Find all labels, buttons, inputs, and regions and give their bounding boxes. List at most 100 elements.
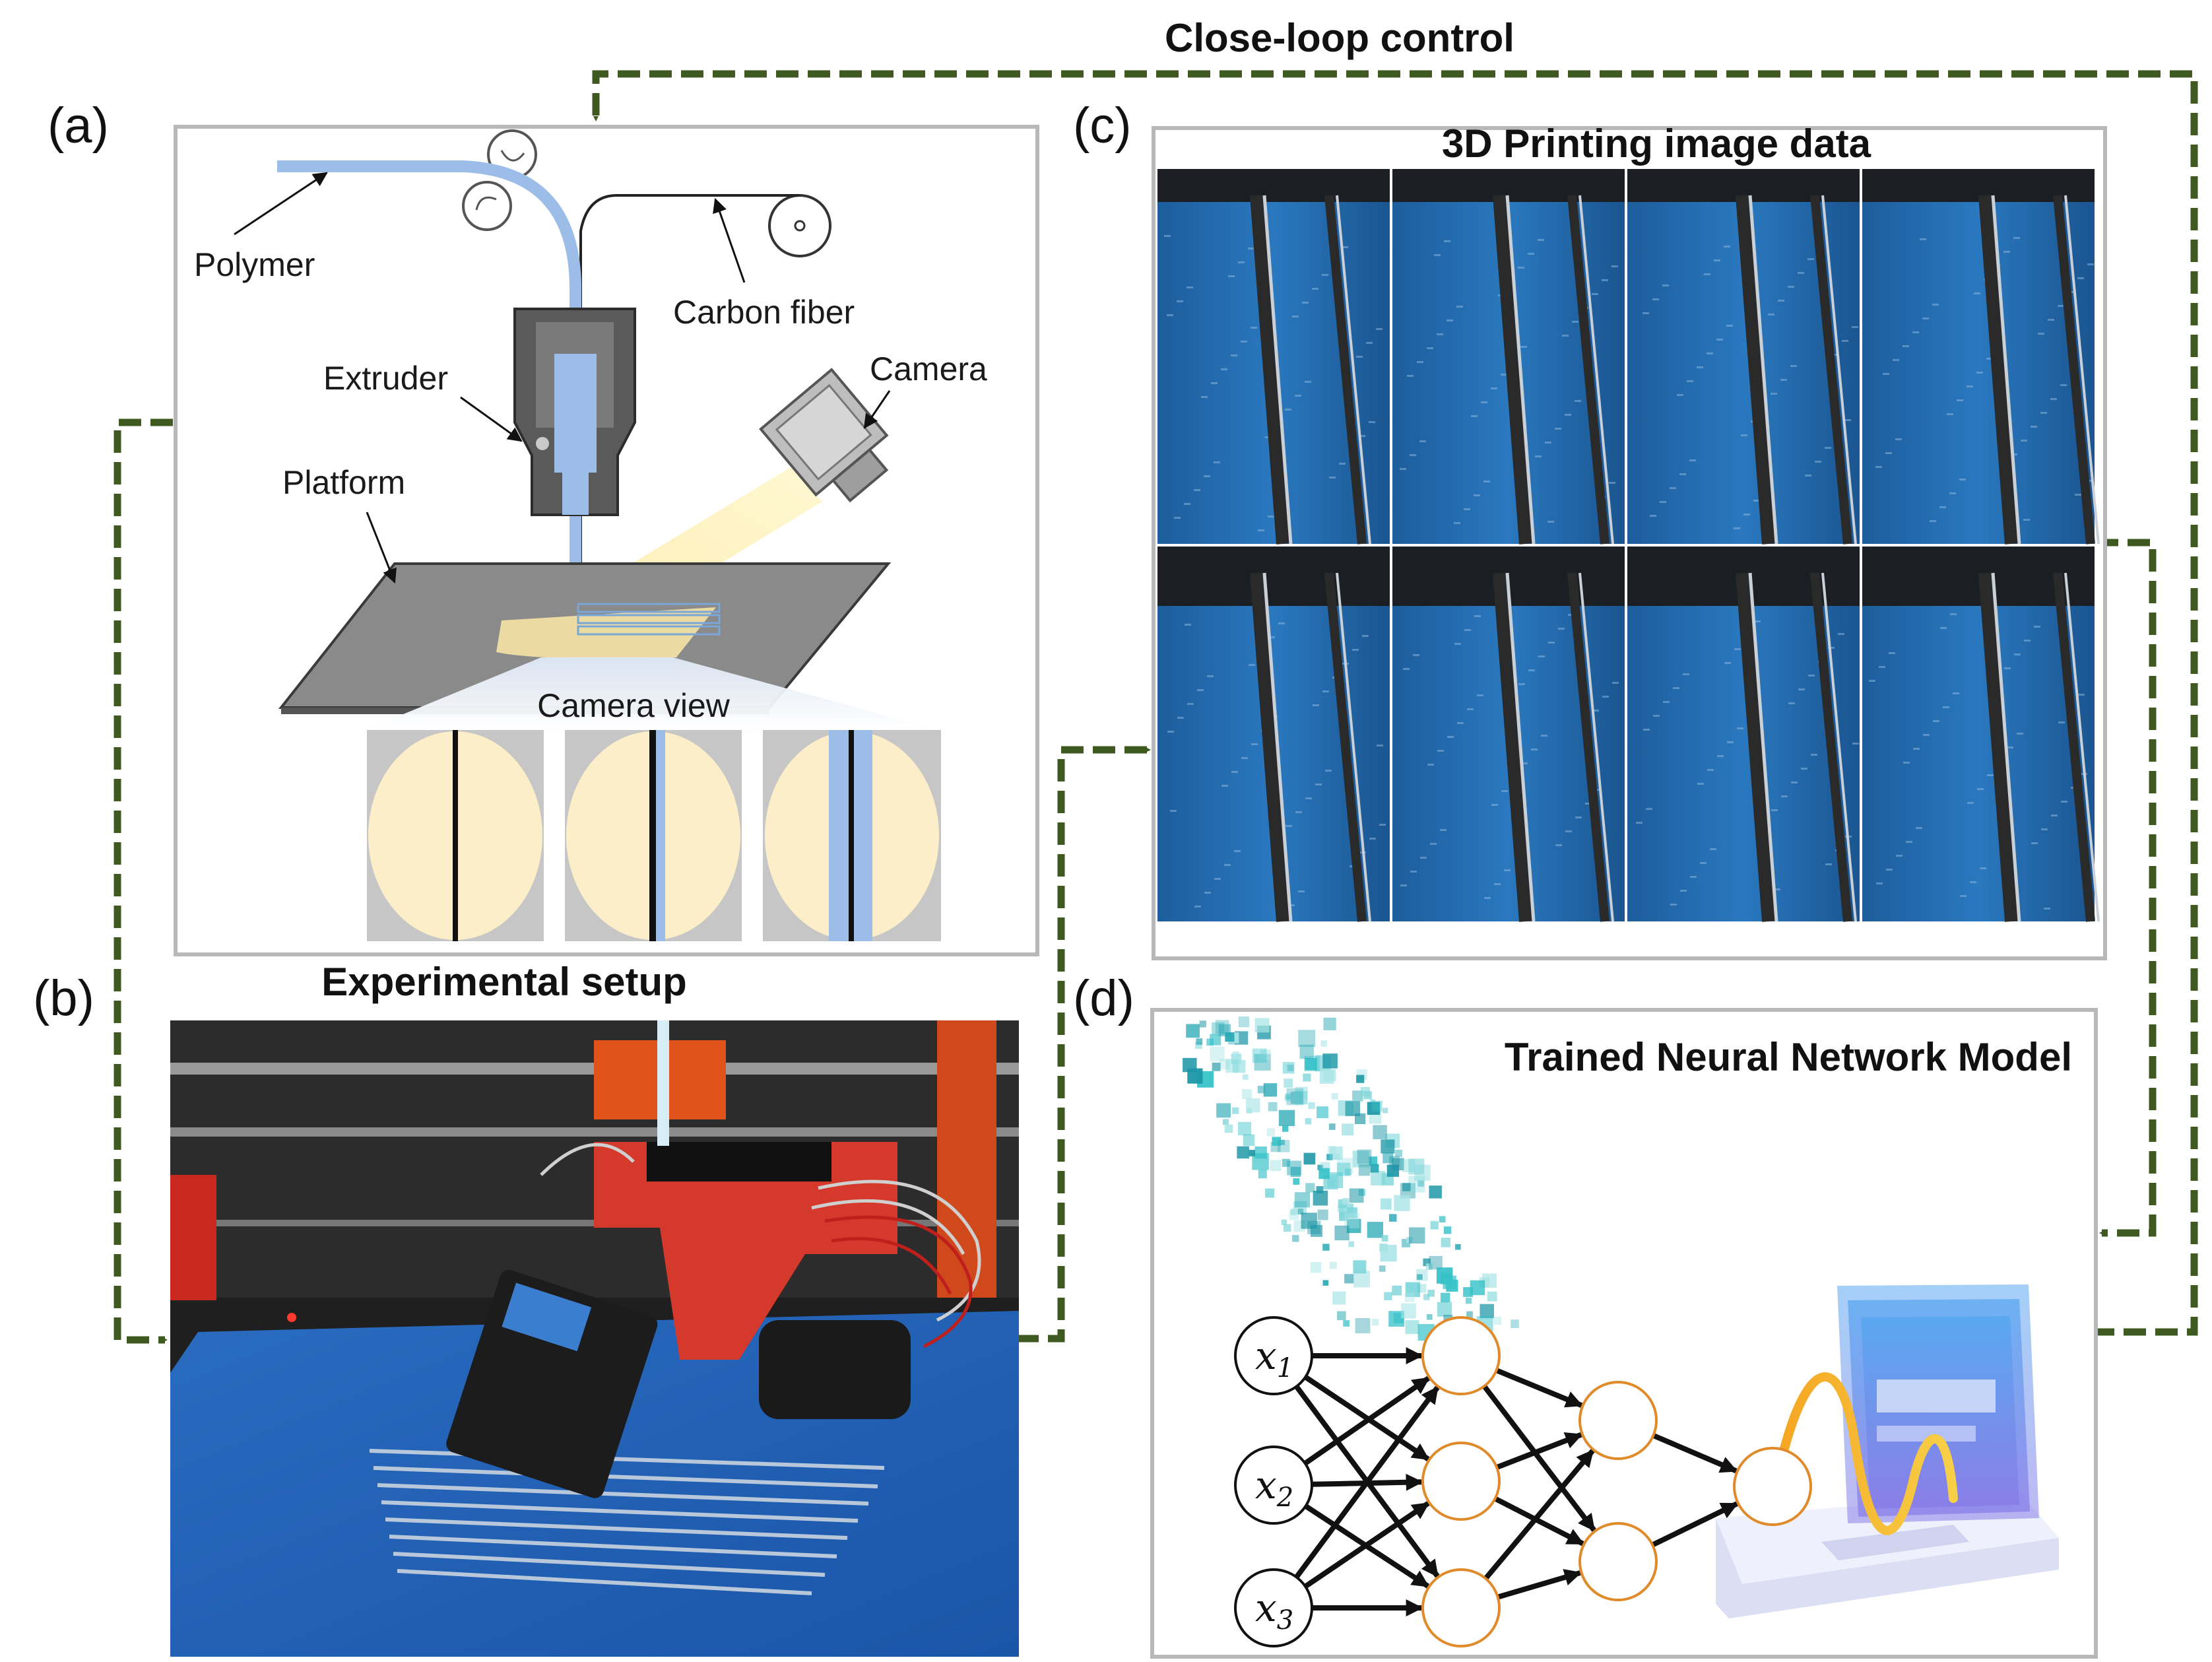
data-particle: [1355, 1318, 1371, 1333]
print-image: [1627, 547, 1860, 922]
data-particle: [1336, 1162, 1351, 1176]
nn-connection: [1481, 1384, 1596, 1532]
data-particle: [1437, 1302, 1452, 1317]
panel-d-letter: (d): [1073, 970, 1134, 1026]
experimental-setup-photo: [170, 1020, 1019, 1657]
data-particle: [1215, 1020, 1229, 1034]
loop-arrow-top: [592, 70, 2198, 1336]
carbon-fiber-line: [579, 194, 800, 581]
data-particle: [1216, 1103, 1231, 1118]
data-particle: [1195, 1042, 1202, 1049]
data-particle: [1404, 1292, 1415, 1302]
data-particle: [1243, 1074, 1249, 1080]
wave-curve: [1777, 1372, 1958, 1535]
data-particle: [1320, 1040, 1327, 1047]
neural-network: [1234, 1316, 1812, 1647]
data-particle: [1402, 1159, 1415, 1172]
data-particle: [1305, 1118, 1312, 1125]
data-particle: [1342, 1123, 1354, 1136]
data-particle: [1332, 1291, 1346, 1305]
data-particle: [1232, 1059, 1246, 1073]
data-particle: [1417, 1274, 1423, 1280]
data-particle: [1260, 1049, 1271, 1060]
data-particle: [1408, 1158, 1425, 1175]
nn-input-node: [1234, 1568, 1313, 1647]
data-particle: [1323, 1017, 1336, 1030]
data-particle: [1237, 1121, 1252, 1136]
data-particle: [1353, 1271, 1371, 1288]
data-particle: [1243, 1134, 1255, 1147]
data-particle: [1373, 1125, 1387, 1139]
data-particle: [1380, 1198, 1392, 1210]
data-particle: [1389, 1156, 1400, 1167]
loop-arrow-b-to-c: [1016, 746, 1151, 1343]
data-particle: [1254, 1146, 1267, 1159]
nn-connection: [1294, 1385, 1440, 1579]
nn-connection: [1483, 1449, 1595, 1581]
data-particle: [1425, 1263, 1433, 1270]
data-particle: [1237, 1146, 1249, 1159]
data-particle: [1441, 1292, 1450, 1303]
data-particle: [1327, 1145, 1336, 1154]
nn-hidden-node: [1421, 1568, 1501, 1647]
data-particle: [1292, 1235, 1299, 1242]
data-particle: [1470, 1280, 1485, 1296]
data-particle: [1301, 1213, 1317, 1229]
data-particle: [1247, 1108, 1252, 1114]
data-particle: [1455, 1244, 1461, 1250]
data-particle: [1371, 1319, 1379, 1326]
data-particle: [1308, 1102, 1315, 1110]
data-particle: [1405, 1320, 1419, 1335]
data-particle: [1405, 1282, 1421, 1297]
data-particle: [1388, 1311, 1405, 1327]
data-particle: [1394, 1195, 1410, 1211]
label-extruder: Extruder: [323, 360, 448, 397]
camera-pointer: [863, 390, 891, 429]
data-particle: [1254, 1018, 1270, 1033]
data-particle: [1329, 1261, 1337, 1269]
laptop-illustration: [1716, 1284, 2059, 1618]
nn-connection: [1495, 1368, 1583, 1408]
data-particle: [1322, 1280, 1329, 1286]
data-particle: [1382, 1152, 1394, 1164]
panel-c-letter: (c): [1073, 98, 1132, 154]
data-particle: [1287, 1160, 1302, 1176]
data-particle: [1212, 1062, 1221, 1071]
label-platform: Platform: [282, 464, 405, 501]
nn-connection: [1493, 1496, 1584, 1546]
data-particle: [1344, 1213, 1359, 1228]
data-particle: [1511, 1319, 1519, 1328]
data-particle: [1414, 1164, 1431, 1181]
data-particle: [1305, 1183, 1315, 1193]
data-particle: [1284, 1079, 1293, 1088]
data-particle: [1305, 1057, 1317, 1071]
data-particle: [1334, 1225, 1350, 1241]
data-particle: [1303, 1152, 1316, 1165]
print-image: [1157, 547, 1390, 922]
data-particle: [1352, 1090, 1363, 1102]
data-particle: [1283, 1224, 1291, 1232]
data-particle: [1317, 1164, 1323, 1170]
data-particle: [1219, 1058, 1230, 1070]
data-particle: [1317, 1209, 1328, 1220]
panel-b-title: Experimental setup: [321, 960, 687, 1004]
data-particle: [1358, 1164, 1371, 1176]
data-particle: [1439, 1216, 1446, 1223]
label-camera-view: Camera view: [537, 687, 731, 724]
data-particle: [1386, 1164, 1400, 1177]
data-particle: [1277, 1140, 1290, 1152]
data-particle: [1322, 1244, 1330, 1251]
panel-d-title: Trained Neural Network Model: [1505, 1035, 2072, 1079]
data-particle: [1441, 1238, 1450, 1247]
data-particle: [1210, 1046, 1225, 1061]
camera-view-frame-3: [763, 730, 941, 941]
input-labels: x1 x2 x3: [1255, 1333, 1293, 1636]
polymer-filament: [277, 160, 581, 584]
nn-connection: [1303, 1501, 1430, 1589]
data-particle: [1337, 1205, 1344, 1213]
data-particle: [1356, 1075, 1365, 1083]
data-particle: [1417, 1180, 1424, 1187]
data-particle: [1282, 1061, 1295, 1074]
data-particle: [1299, 1044, 1314, 1059]
